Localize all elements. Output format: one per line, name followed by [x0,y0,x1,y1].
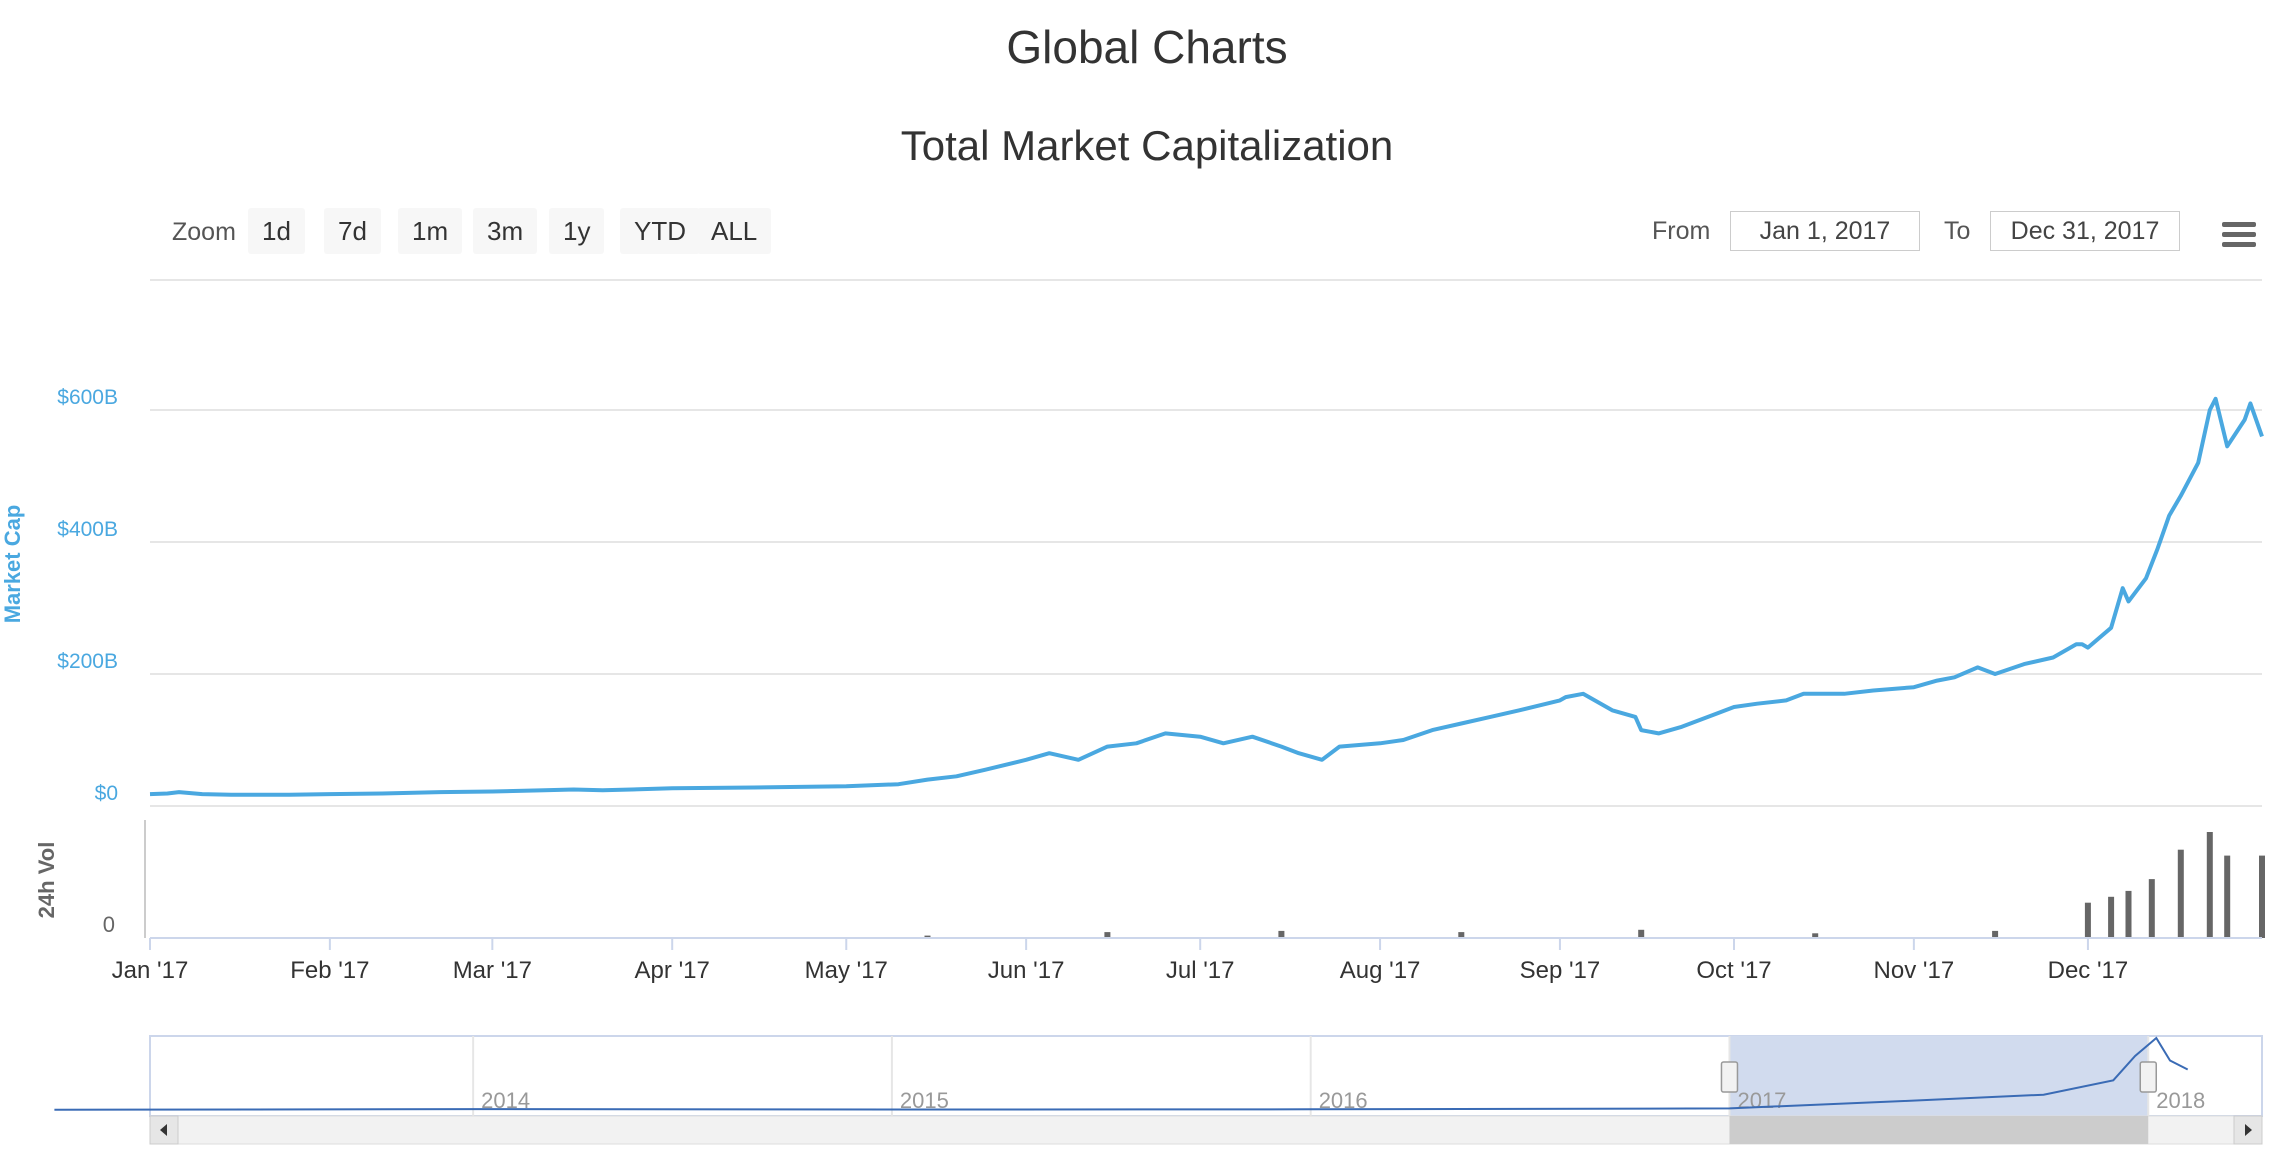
chart-title: Total Market Capitalization [900,122,1394,169]
x-tick-label: Mar '17 [453,957,532,984]
x-tick-label: Jul '17 [1166,957,1235,984]
from-label: From [1652,217,1711,245]
scrollbar-thumb[interactable] [1729,1116,2149,1144]
volume-bar [2259,855,2265,938]
page-title: Global Charts [1006,21,1288,73]
vol-tick-0: 0 [103,912,115,937]
volume-bar [2206,832,2213,938]
x-tick-label: Feb '17 [290,957,369,984]
volume-bar [2224,855,2231,938]
market-cap-series-line [149,396,2264,797]
navigator-series-line [54,1036,2189,1111]
zoom-button-1m[interactable]: 1m [398,208,463,254]
volume-bar [2084,902,2091,938]
volume-bar [1458,932,1465,938]
scroll-left-arrow-icon [160,1124,167,1136]
y-tick-label-3: $600B [57,386,118,409]
zoom-button-7d[interactable]: 7d [324,208,381,254]
zoom-label: Zoom [172,218,236,246]
zoom-button-1d[interactable]: 1d [248,208,305,254]
x-tick-label: Apr '17 [635,957,710,984]
volume-bar [2125,890,2132,938]
scroll-right-arrow-icon [2245,1124,2252,1136]
x-tick-label: May '17 [805,957,888,984]
zoom-button-3m[interactable]: 3m [473,208,538,254]
navigator-tick-label: 2017 [1737,1088,1786,1113]
x-tick-label: Dec '17 [2048,957,2129,984]
volume-bar [1278,930,1285,938]
navigator-handle-left[interactable] [1720,1061,1739,1093]
zoom-button-ytd[interactable]: YTD [620,208,700,254]
navigator-handle-right[interactable] [2139,1061,2157,1093]
volume-bar [1812,933,1819,938]
zoom-button-1y[interactable]: 1y [549,208,605,254]
y-tick-label-1: $200B [57,650,118,673]
x-tick-label: Jun '17 [988,957,1065,984]
volume-bar [2148,879,2155,938]
y-axis-label-market-cap: Market Cap [0,505,25,624]
y-tick-label-2: $400B [57,518,118,541]
volume-bar [1104,932,1111,938]
to-date-input[interactable] [1990,211,2180,251]
x-tick-label: Jan '17 [112,957,189,984]
y-tick-label-0: $0 [95,782,118,805]
x-tick-label: Aug '17 [1340,957,1421,984]
volume-bar [1992,930,1999,938]
volume-bar [924,935,931,938]
to-label: To [1944,217,1971,245]
zoom-button-all[interactable]: ALL [697,208,772,254]
x-tick-label: Sep '17 [1520,957,1601,984]
volume-bar [2108,896,2115,938]
volume-bar [1638,929,1645,938]
x-tick-label: Oct '17 [1696,957,1771,984]
volume-bar [2177,849,2184,938]
from-date-input[interactable] [1730,211,1920,251]
navigator-selected-range[interactable] [1729,1036,2149,1116]
y-axis-label-24h-vol: 24h Vol [34,842,59,919]
navigator-tick-label: 2018 [2156,1088,2205,1113]
hamburger-menu-icon[interactable] [2222,222,2256,248]
x-tick-label: Nov '17 [1874,957,1955,984]
